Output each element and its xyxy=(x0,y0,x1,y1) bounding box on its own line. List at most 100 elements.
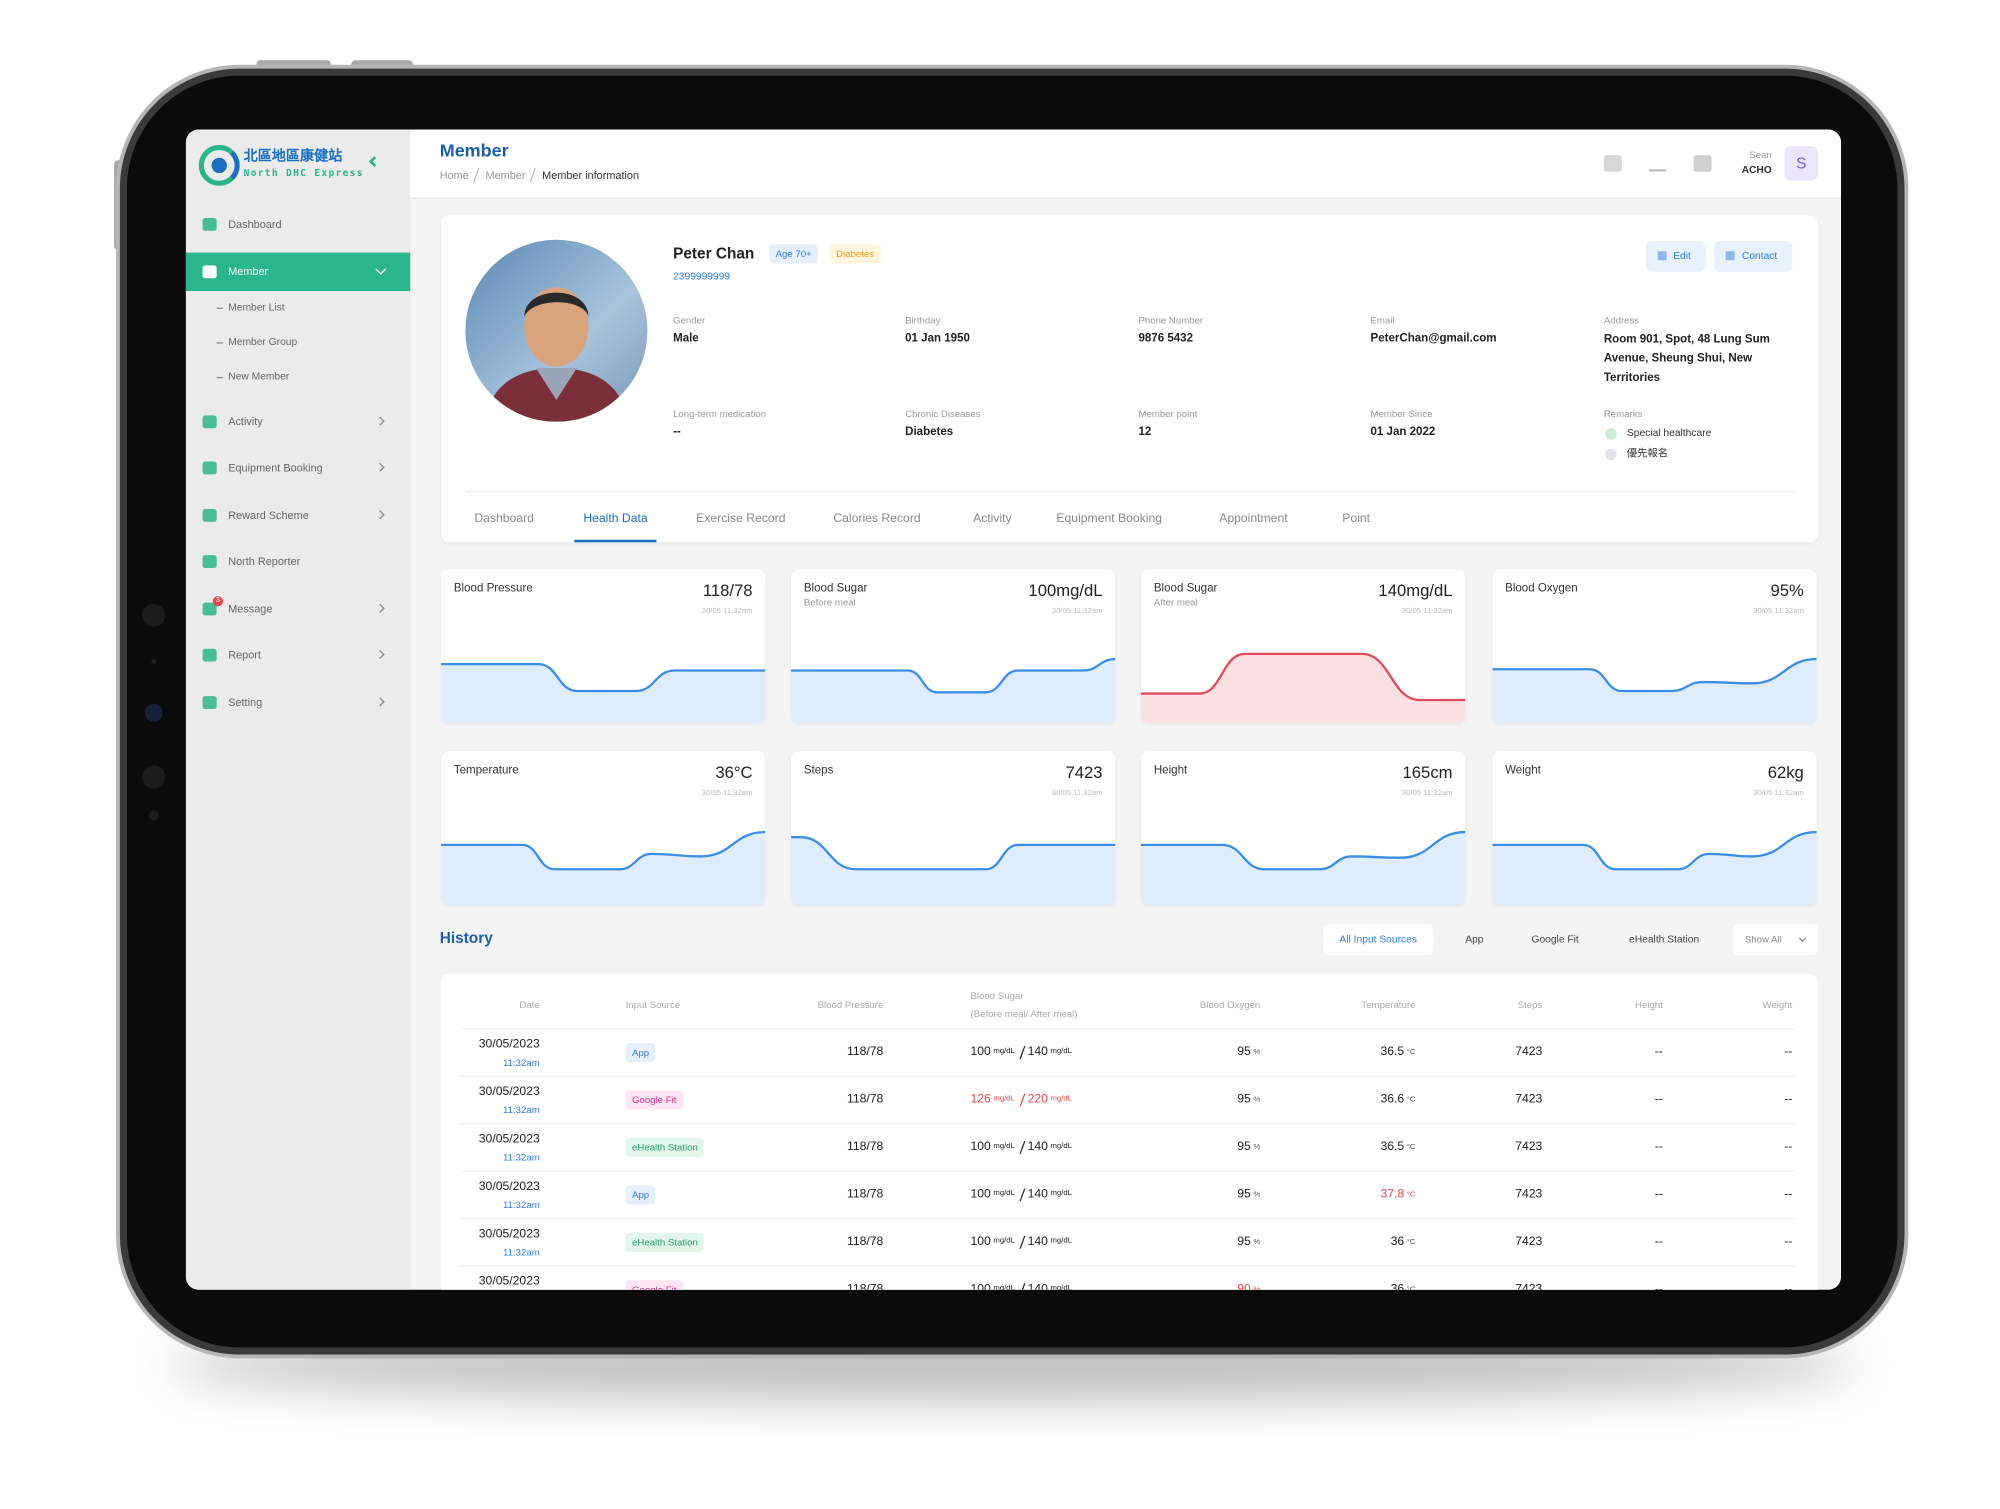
nav-label[interactable]: Activity xyxy=(228,414,263,428)
unit: % xyxy=(1253,1238,1261,1247)
breadcrumb[interactable]: Member xyxy=(485,168,526,182)
filter-label[interactable]: All Input Sources xyxy=(1339,933,1417,945)
health-card xyxy=(1492,569,1817,724)
source-tag: App xyxy=(625,1042,656,1063)
header-icon[interactable] xyxy=(1603,155,1622,172)
tab[interactable]: Exercise Record xyxy=(696,511,786,526)
tab[interactable]: Activity xyxy=(973,511,1012,526)
unit: mg/dL xyxy=(1050,1237,1072,1246)
health-card xyxy=(791,569,1116,724)
column-header: Steps xyxy=(1517,999,1543,1011)
tab[interactable]: Health Data xyxy=(583,511,648,526)
sparkline xyxy=(441,830,766,906)
subnav-label[interactable]: Member Group xyxy=(228,335,298,347)
nav-label[interactable]: Message xyxy=(228,601,273,615)
blood-pressure: 118/78 xyxy=(846,1234,884,1249)
card-title: Blood Pressure xyxy=(453,581,533,595)
filter-label[interactable]: Google Fit xyxy=(1531,933,1579,945)
tab-underline xyxy=(574,539,657,543)
subnav-label[interactable]: New Member xyxy=(228,369,290,382)
column-header: Input Source xyxy=(625,999,681,1011)
tab[interactable]: Equipment Booking xyxy=(1056,511,1163,526)
top-bar xyxy=(410,129,1842,199)
nav-icon xyxy=(202,601,217,615)
header-icon[interactable] xyxy=(1648,155,1667,172)
sparkline-line xyxy=(1141,830,1466,871)
card-value: 100mg/dL xyxy=(1028,580,1103,600)
column-header: Height xyxy=(1635,999,1663,1011)
card-title: Blood Oxygen xyxy=(1505,581,1578,595)
button-label[interactable]: Contact xyxy=(1741,249,1778,262)
sugar-before: 100 xyxy=(970,1234,991,1249)
field-label: Member point xyxy=(1138,408,1198,420)
filter-label[interactable]: App xyxy=(1465,933,1484,945)
temperature: 36.5 xyxy=(1380,1044,1405,1060)
logo-dot xyxy=(211,157,227,174)
nav-label[interactable]: Setting xyxy=(228,695,263,708)
filter-label[interactable]: eHealth Station xyxy=(1629,933,1700,945)
subnav-label[interactable]: Member List xyxy=(228,300,285,313)
screen: 北區地區康健站 North DHC Express Dashboard Member M… xyxy=(185,129,1842,1290)
temperature: 37.8 xyxy=(1380,1187,1405,1202)
unit: mg/dL xyxy=(1050,1142,1072,1151)
member-id: 2399999999 xyxy=(673,270,731,283)
column-header: Blood Pressure xyxy=(817,999,884,1011)
sparkline-area xyxy=(1141,832,1466,906)
breadcrumb[interactable]: Home xyxy=(439,168,469,182)
button-icon xyxy=(1725,251,1735,261)
card-value: 165cm xyxy=(1402,762,1453,782)
card-value: 140mg/dL xyxy=(1378,580,1453,600)
row-divider xyxy=(458,1265,1795,1267)
card-subtitle: After meal xyxy=(1153,596,1198,609)
action-button[interactable] xyxy=(1646,241,1706,272)
remark-icon xyxy=(1605,448,1617,461)
unit: °C xyxy=(1406,1049,1416,1057)
avatar[interactable] xyxy=(1784,146,1818,181)
date: 30/05/2023 xyxy=(478,1037,540,1052)
nav-label[interactable]: Member xyxy=(228,264,269,278)
nav-label[interactable]: North Reporter xyxy=(228,554,301,568)
nav-icon xyxy=(202,555,217,568)
nav-label[interactable]: Dashboard xyxy=(228,217,282,231)
card-time: 30/05 11:32am xyxy=(1401,790,1453,798)
face xyxy=(524,287,589,367)
tab[interactable]: Calories Record xyxy=(833,511,921,526)
nav-label[interactable]: Report xyxy=(228,648,261,662)
unit: mg/dL xyxy=(1050,1095,1072,1103)
field-value: -- xyxy=(673,424,681,438)
unit: % xyxy=(1253,1191,1261,1200)
weight: -- xyxy=(1784,1234,1793,1249)
field-label: Member Since xyxy=(1370,408,1433,420)
dropdown-label[interactable]: Show All xyxy=(1744,933,1782,946)
unit: % xyxy=(1253,1049,1261,1057)
tab[interactable]: Appointment xyxy=(1219,511,1288,526)
card-value: 118/78 xyxy=(702,580,753,600)
steps: 7423 xyxy=(1515,1092,1543,1107)
logo-english: North DHC Express xyxy=(243,167,364,179)
button-label[interactable]: Edit xyxy=(1673,249,1691,262)
field-label: Address xyxy=(1603,314,1640,327)
card-subtitle: Before meal xyxy=(803,596,856,609)
sensor xyxy=(142,603,166,627)
row-divider xyxy=(458,1123,1795,1125)
tab[interactable]: Point xyxy=(1342,511,1371,526)
sensor xyxy=(142,765,166,789)
health-card xyxy=(441,569,766,724)
field-label: Email xyxy=(1370,314,1395,327)
header-icon[interactable] xyxy=(1693,155,1712,172)
field-value: 01 Jan 2022 xyxy=(1370,424,1436,438)
dropdown[interactable] xyxy=(1733,924,1818,956)
source-tag: App xyxy=(625,1185,656,1205)
sparkline-line xyxy=(441,830,766,871)
nav-item[interactable] xyxy=(186,205,410,243)
card-time: 30/05 11:32am xyxy=(1051,790,1103,798)
health-card xyxy=(1141,569,1466,724)
nav-label[interactable]: Reward Scheme xyxy=(228,507,309,521)
sensor xyxy=(148,810,159,821)
breadcrumb: Member information xyxy=(542,168,640,182)
nav-label[interactable]: Equipment Booking xyxy=(228,461,323,474)
weight: -- xyxy=(1784,1092,1793,1107)
filter-button[interactable] xyxy=(1323,924,1434,956)
active-item[interactable] xyxy=(185,251,411,291)
tab[interactable]: Dashboard xyxy=(474,511,534,526)
